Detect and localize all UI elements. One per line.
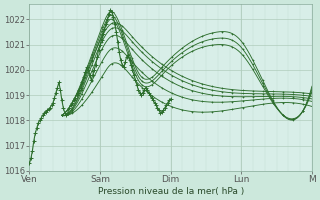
X-axis label: Pression niveau de la mer( hPa ): Pression niveau de la mer( hPa ) xyxy=(98,187,244,196)
